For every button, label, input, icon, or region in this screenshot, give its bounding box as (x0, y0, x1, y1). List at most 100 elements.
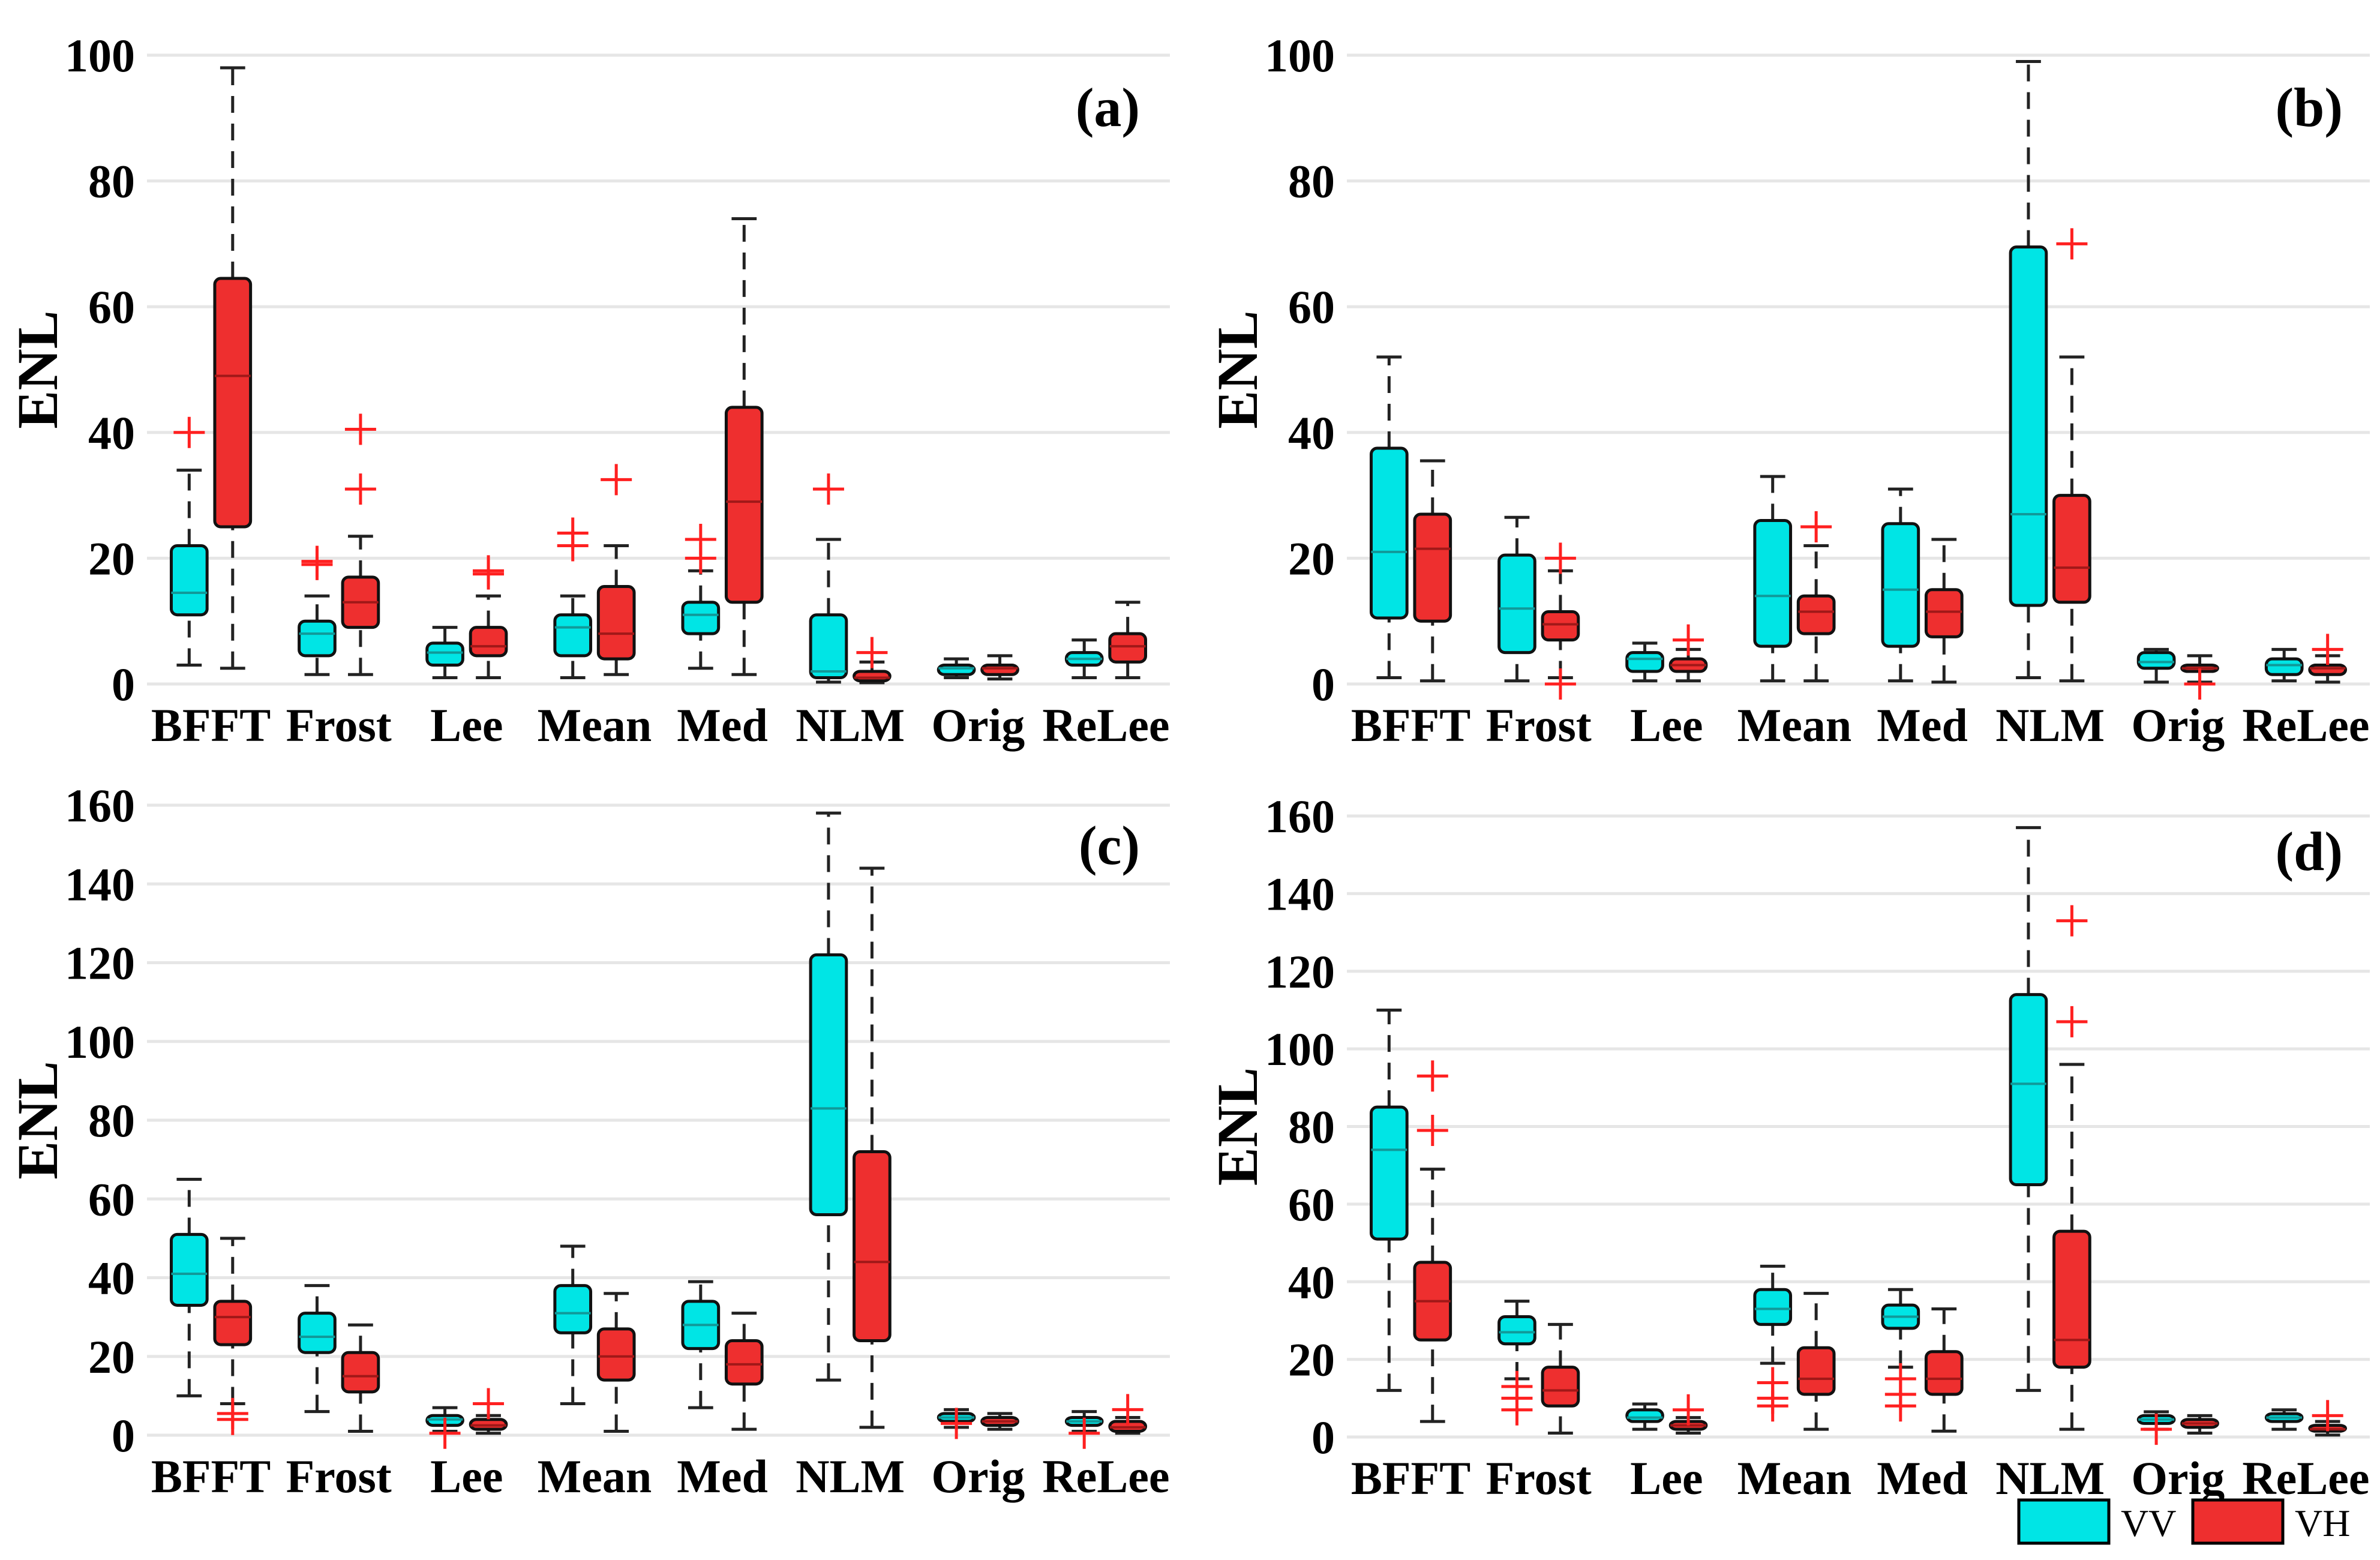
box (853, 1150, 892, 1342)
box (980, 664, 1019, 676)
box (2136, 651, 2176, 670)
box (2009, 993, 2048, 1187)
box (213, 1300, 253, 1346)
panel-a: 0 20 40 60 80 100 ENL (a) BFFT Frost Lee Mean Med NLM… (5, 29, 1170, 751)
x-tick-label: Lee (430, 699, 503, 751)
panel-d: 0 20 40 60 80 100 120 140 160 ENL (d) BFFT Frost Lee M… (1205, 790, 2370, 1504)
vv-box-frost (298, 545, 337, 676)
outlier-marker (941, 1408, 973, 1439)
outlier-marker (2056, 905, 2088, 937)
x-tick-label: ReLee (1042, 1450, 1169, 1502)
y-tick-label: 40 (88, 1252, 135, 1304)
vv-box-bfft (169, 1177, 209, 1397)
vh-box-relee (1108, 1394, 1148, 1435)
y-tick-label: 100 (65, 29, 135, 82)
outlier-marker (2312, 1400, 2343, 1432)
legend-vv-swatch (2017, 1498, 2111, 1545)
vh-box-mean (1796, 511, 1836, 683)
panel-tag: (d) (2276, 821, 2343, 882)
box (2264, 657, 2304, 676)
y-tick-label: 20 (1288, 532, 1335, 584)
y-tick-label: 0 (112, 1409, 135, 1462)
box (1541, 610, 1580, 642)
vh-box-nlm (853, 637, 892, 685)
outlier-marker (473, 555, 505, 587)
y-tick-label: 0 (112, 658, 135, 710)
x-tick-label: Orig (931, 1450, 1025, 1502)
x-tick-label: ReLee (2242, 1452, 2369, 1504)
box (298, 1312, 337, 1354)
vv-box-lee (425, 1406, 464, 1449)
y-tick-label: 40 (1288, 1256, 1335, 1308)
outlier-marker (1544, 542, 1576, 574)
outlier-marker (301, 545, 333, 577)
x-tick-label: NLM (796, 1450, 905, 1502)
box (1369, 446, 1409, 620)
vh-box-med (1924, 1307, 1964, 1433)
box (681, 601, 721, 635)
box (1924, 1350, 1964, 1396)
outlier-marker (2056, 1006, 2088, 1037)
vh-box-mean (1796, 1292, 1836, 1431)
vh-box-orig (980, 654, 1019, 681)
x-tick-label: Frost (286, 1450, 392, 1502)
box (1796, 594, 1836, 635)
y-tick-label: 20 (1288, 1334, 1335, 1386)
box (425, 641, 464, 667)
x-tick-label: Med (677, 1450, 768, 1502)
outlier-marker (344, 413, 376, 445)
y-tick-label: 140 (1265, 868, 1335, 920)
box (809, 953, 848, 1216)
x-tick-label: Mean (538, 1450, 652, 1502)
vv-box-orig (937, 657, 976, 680)
y-tick-label: 160 (65, 779, 135, 832)
y-axis-label: ENL (5, 1061, 70, 1179)
outlier-marker (1544, 668, 1576, 700)
x-tick-label: Med (1877, 1452, 1968, 1504)
vh-box-frost (1541, 542, 1580, 700)
vh-box-relee (1108, 601, 1148, 680)
x-tick-label: Med (1877, 699, 1968, 751)
vh-box-frost (1541, 1322, 1580, 1435)
vv-box-bfft (1369, 355, 1409, 680)
vh-box-lee (1668, 624, 1708, 683)
x-tick-label: BFFT (151, 1450, 271, 1502)
vv-box-med (681, 1280, 721, 1409)
box (553, 1284, 593, 1334)
vv-box-nlm (2009, 826, 2048, 1392)
x-tick-label: BFFT (1351, 699, 1470, 751)
y-tick-label: 80 (88, 1094, 135, 1147)
x-tick-label: Mean (538, 699, 652, 751)
x-tick-label: NLM (796, 699, 905, 751)
vh-box-mean (596, 1292, 636, 1433)
vv-box-mean (1753, 475, 1793, 683)
box (169, 544, 209, 617)
outlier-marker (1112, 1394, 1144, 1426)
outlier-marker (685, 523, 716, 555)
vv-box-orig (2136, 1410, 2176, 1445)
vv-box-nlm (809, 473, 848, 684)
outlier-marker (2184, 668, 2216, 700)
y-tick-label: 100 (65, 1016, 135, 1068)
box (1497, 1315, 1536, 1346)
y-tick-label: 60 (88, 281, 135, 333)
y-tick-label: 120 (65, 937, 135, 989)
y-tick-label: 120 (1265, 946, 1335, 998)
box (1881, 522, 1920, 648)
vv-box-mean (553, 517, 593, 680)
box (596, 585, 636, 661)
vv-box-relee (1064, 638, 1104, 680)
outlier-marker (557, 517, 589, 549)
outlier-marker (1416, 1060, 1448, 1092)
y-tick-label: 160 (1265, 790, 1335, 842)
box (596, 1327, 636, 1382)
vv-box-lee (425, 626, 464, 680)
outlier-marker (1416, 1114, 1448, 1146)
vv-box-med (681, 523, 721, 670)
outlier-marker (1757, 1367, 1788, 1399)
box (1108, 632, 1148, 664)
outlier-marker (2312, 634, 2343, 665)
vh-box-nlm (853, 866, 892, 1429)
vv-box-med (1881, 487, 1920, 683)
